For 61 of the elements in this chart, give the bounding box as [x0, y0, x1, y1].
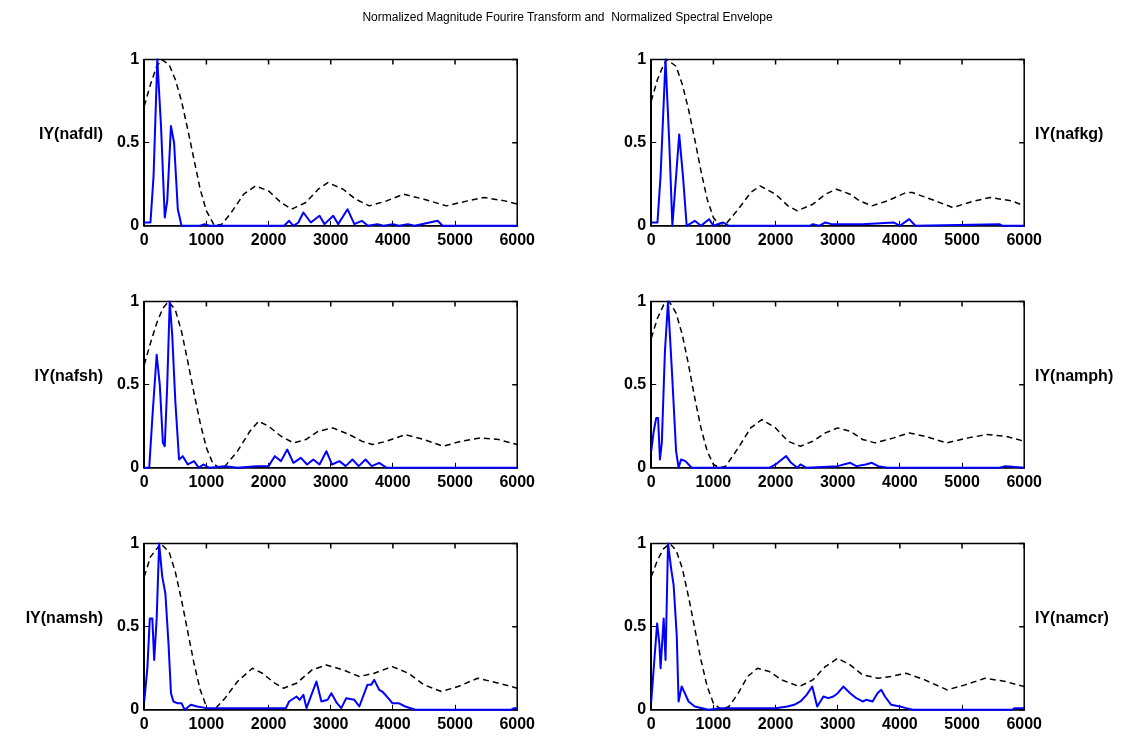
x-tick-label: 4000 [375, 472, 411, 490]
x-tick-label: 1000 [695, 230, 732, 248]
x-tick-label: 6000 [499, 472, 536, 490]
x-tick-label: 4000 [882, 230, 918, 248]
x-tick-label: 3000 [312, 714, 349, 732]
x-tick-label: 2000 [250, 472, 287, 490]
y-tick-label: 0.5 [116, 133, 140, 151]
y-tick-label: 0.5 [623, 375, 647, 393]
x-tick-label: 2000 [250, 714, 287, 732]
y-tick-label: 0 [130, 458, 140, 476]
y-tick-label: 0.5 [623, 133, 647, 151]
x-tick-label: 2000 [250, 230, 287, 248]
x-tick-label: 1000 [188, 230, 225, 248]
x-tick-label: 2000 [757, 714, 794, 732]
x-tick-label: 6000 [1006, 230, 1043, 248]
x-tick-label: 1000 [695, 472, 732, 490]
y-axis-title: IY(namcr) [1035, 609, 1110, 627]
y-axis-title: IY(nafsh) [33, 367, 103, 385]
y-tick-label: 1 [130, 292, 140, 310]
y-axis-title: IY(nafkg) [1035, 125, 1105, 143]
x-tick-label: 5000 [944, 472, 980, 490]
x-tick-label: 6000 [499, 230, 536, 248]
y-tick-label: 1 [130, 50, 140, 68]
x-tick-label: 5000 [944, 714, 980, 732]
x-tick-label: 6000 [499, 714, 536, 732]
x-tick-label: 2000 [757, 472, 794, 490]
y-tick-label: 0.5 [116, 375, 140, 393]
y-tick-label: 1 [637, 292, 647, 310]
x-tick-label: 6000 [1006, 714, 1043, 732]
x-tick-label: 1000 [188, 472, 225, 490]
y-tick-label: 1 [130, 534, 140, 552]
x-tick-label: 4000 [882, 714, 918, 732]
y-tick-label: 0 [637, 216, 647, 234]
y-axis-title: IY(nafdl) [38, 125, 103, 143]
x-tick-label: 6000 [1006, 472, 1043, 490]
x-tick-label: 4000 [375, 230, 411, 248]
y-tick-label: 0 [130, 700, 140, 718]
y-tick-label: 1 [637, 534, 647, 552]
y-tick-label: 0.5 [623, 617, 647, 635]
x-tick-label: 2000 [757, 230, 794, 248]
x-tick-label: 5000 [437, 230, 473, 248]
y-tick-label: 0.5 [116, 617, 140, 635]
x-tick-label: 1000 [188, 714, 225, 732]
y-tick-label: 0 [637, 700, 647, 718]
y-axis-title: IY(namph) [1035, 367, 1115, 385]
y-tick-label: 0 [637, 458, 647, 476]
y-axis-title: IY(namsh) [24, 609, 103, 627]
x-tick-label: 1000 [695, 714, 732, 732]
x-tick-label: 5000 [437, 472, 473, 490]
x-tick-label: 4000 [882, 472, 918, 490]
x-tick-label: 3000 [819, 472, 856, 490]
y-tick-label: 1 [637, 50, 647, 68]
x-tick-label: 5000 [944, 230, 980, 248]
x-tick-label: 3000 [819, 714, 856, 732]
x-tick-label: 5000 [437, 714, 473, 732]
y-tick-label: 0 [130, 216, 140, 234]
text: Normalized Magnitude Fourire Transform and Normalized Spectral Envelope [361, 10, 774, 24]
x-tick-label: 3000 [819, 230, 856, 248]
x-tick-label: 3000 [312, 230, 349, 248]
x-tick-label: 4000 [375, 714, 411, 732]
x-tick-label: 3000 [312, 472, 349, 490]
